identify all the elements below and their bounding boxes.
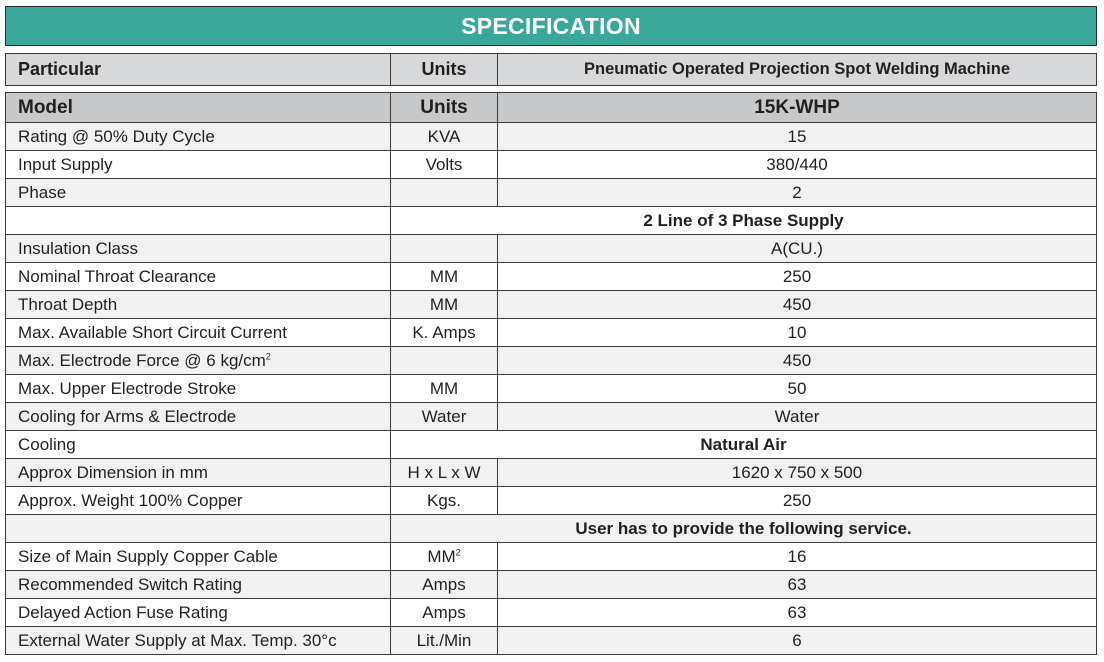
table-row: Approx. Weight 100% Copper Kgs. 250 <box>5 486 1097 515</box>
row-value: Water <box>497 402 1097 431</box>
spec-title-bar: SPECIFICATION <box>5 6 1097 46</box>
table-row: Insulation Class A(CU.) <box>5 234 1097 263</box>
spec-header-table: Particular Units Pneumatic Operated Proj… <box>5 53 1097 86</box>
row-units: MM2 <box>390 542 498 571</box>
table-row: Delayed Action Fuse Rating Amps 63 <box>5 598 1097 627</box>
row-label: Insulation Class <box>5 234 391 263</box>
row-units-superscript: 2 <box>455 546 461 557</box>
row-value: 380/440 <box>497 150 1097 179</box>
row-value: 450 <box>497 290 1097 319</box>
row-label: Max. Upper Electrode Stroke <box>5 374 391 403</box>
table-row: Throat Depth MM 450 <box>5 290 1097 319</box>
row-label: Nominal Throat Clearance <box>5 262 391 291</box>
row-units: Amps <box>390 570 498 599</box>
header-row: Particular Units Pneumatic Operated Proj… <box>5 53 1097 86</box>
spec-table: Model Units 15K-WHP Rating @ 50% Duty Cy… <box>5 92 1097 655</box>
row-value: 10 <box>497 318 1097 347</box>
table-row: Max. Electrode Force @ 6 kg/cm2 450 <box>5 346 1097 375</box>
spec-title: SPECIFICATION <box>461 12 641 39</box>
table-row: User has to provide the following servic… <box>5 514 1097 543</box>
header-machine: Pneumatic Operated Projection Spot Weldi… <box>497 53 1097 86</box>
table-row: Size of Main Supply Copper Cable MM2 16 <box>5 542 1097 571</box>
row-label <box>5 514 391 543</box>
row-units <box>390 234 498 263</box>
row-label: Cooling <box>5 430 391 459</box>
row-units-text: MM <box>427 546 456 566</box>
table-row: Phase 2 <box>5 178 1097 207</box>
table-row: Cooling Natural Air <box>5 430 1097 459</box>
table-row: Cooling for Arms & Electrode Water Water <box>5 402 1097 431</box>
row-label-text: Max. Electrode Force @ 6 kg/cm <box>18 350 266 370</box>
row-units: K. Amps <box>390 318 498 347</box>
row-value: 50 <box>497 374 1097 403</box>
row-label: Input Supply <box>5 150 391 179</box>
row-value: 450 <box>497 346 1097 375</box>
row-value: 2 <box>497 178 1097 207</box>
row-value: User has to provide the following servic… <box>390 514 1097 543</box>
row-value: Natural Air <box>390 430 1097 459</box>
table-row: 2 Line of 3 Phase Supply <box>5 206 1097 235</box>
row-label: Approx. Weight 100% Copper <box>5 486 391 515</box>
model-units: Units <box>390 92 498 123</box>
row-label-superscript: 2 <box>265 350 271 361</box>
row-label: Rating @ 50% Duty Cycle <box>5 122 391 151</box>
row-value: 6 <box>497 626 1097 655</box>
table-row: Input Supply Volts 380/440 <box>5 150 1097 179</box>
row-value: 16 <box>497 542 1097 571</box>
model-value: 15K-WHP <box>497 92 1097 123</box>
row-label: Delayed Action Fuse Rating <box>5 598 391 627</box>
row-units <box>390 346 498 375</box>
row-units: Amps <box>390 598 498 627</box>
row-units: MM <box>390 374 498 403</box>
header-particular: Particular <box>5 53 391 86</box>
row-value: 15 <box>497 122 1097 151</box>
row-units: MM <box>390 262 498 291</box>
row-value: 63 <box>497 570 1097 599</box>
row-value: 250 <box>497 262 1097 291</box>
row-label <box>5 206 391 235</box>
row-units <box>390 178 498 207</box>
row-value: 2 Line of 3 Phase Supply <box>390 206 1097 235</box>
row-units: MM <box>390 290 498 319</box>
table-row: Approx Dimension in mm H x L x W 1620 x … <box>5 458 1097 487</box>
table-row: External Water Supply at Max. Temp. 30°c… <box>5 626 1097 655</box>
row-label: Phase <box>5 178 391 207</box>
row-units: Water <box>390 402 498 431</box>
row-label: Size of Main Supply Copper Cable <box>5 542 391 571</box>
row-label: Recommended Switch Rating <box>5 570 391 599</box>
table-row: Max. Available Short Circuit Current K. … <box>5 318 1097 347</box>
table-row: Max. Upper Electrode Stroke MM 50 <box>5 374 1097 403</box>
header-units: Units <box>390 53 498 86</box>
row-label: Cooling for Arms & Electrode <box>5 402 391 431</box>
row-value: 1620 x 750 x 500 <box>497 458 1097 487</box>
row-value: 250 <box>497 486 1097 515</box>
row-value: 63 <box>497 598 1097 627</box>
row-label: Max. Available Short Circuit Current <box>5 318 391 347</box>
row-units: Lit./Min <box>390 626 498 655</box>
table-row: Rating @ 50% Duty Cycle KVA 15 <box>5 122 1097 151</box>
model-row: Model Units 15K-WHP <box>5 92 1097 123</box>
row-units: KVA <box>390 122 498 151</box>
model-label: Model <box>5 92 391 123</box>
row-units: H x L x W <box>390 458 498 487</box>
row-units: Kgs. <box>390 486 498 515</box>
table-row: Nominal Throat Clearance MM 250 <box>5 262 1097 291</box>
row-value: A(CU.) <box>497 234 1097 263</box>
row-label: Approx Dimension in mm <box>5 458 391 487</box>
row-label: Throat Depth <box>5 290 391 319</box>
row-units: Volts <box>390 150 498 179</box>
row-label: Max. Electrode Force @ 6 kg/cm2 <box>5 346 391 375</box>
table-row: Recommended Switch Rating Amps 63 <box>5 570 1097 599</box>
row-label: External Water Supply at Max. Temp. 30°c <box>5 626 391 655</box>
